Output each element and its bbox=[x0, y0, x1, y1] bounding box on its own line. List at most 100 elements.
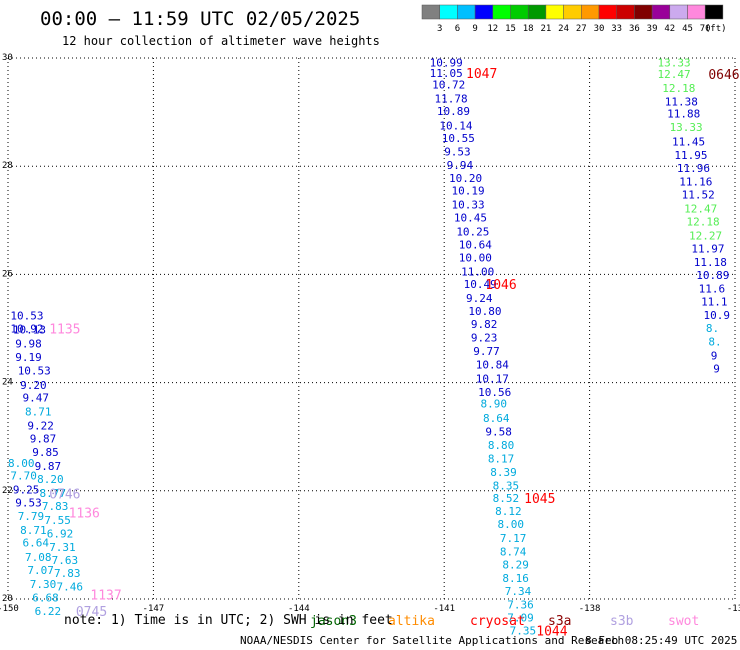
colorbar-level: 3 bbox=[437, 24, 442, 34]
wave-height-value: 9.58 bbox=[485, 425, 512, 438]
wave-height-value: 10.17 bbox=[476, 372, 509, 385]
y-tick-label: 24 bbox=[2, 378, 13, 388]
colorbar-level: 24 bbox=[558, 24, 569, 34]
footer-note: note: 1) Time is in UTC; 2) SWH is in fe… bbox=[64, 613, 393, 628]
colorbar-swatch bbox=[687, 4, 706, 20]
wave-height-value: 8.71 bbox=[25, 405, 52, 418]
footer-credit: NOAA/NESDIS Center for Satellite Applica… bbox=[240, 634, 625, 647]
colorbar-level: 45 bbox=[682, 24, 693, 34]
time-label: 1045 bbox=[524, 492, 555, 507]
wave-height-value: 12.18 bbox=[687, 215, 720, 228]
wave-height-value: 10.55 bbox=[442, 132, 475, 145]
time-label: 1047 bbox=[466, 67, 497, 82]
colorbar-level: 30 bbox=[594, 24, 605, 34]
chart-grid bbox=[7, 57, 736, 600]
colorbar-level: 9 bbox=[472, 24, 477, 34]
x-tick-label: -150 bbox=[0, 604, 19, 614]
satellite-legend-altika: altika bbox=[388, 614, 435, 629]
wave-height-value: 7.35 bbox=[510, 624, 537, 637]
wave-height-value: 11.45 bbox=[672, 135, 705, 148]
time-labels: 1047 1046 1045 1044 0646 1135 1136 1137 0746 0745 bbox=[49, 67, 739, 639]
wave-height-value: 13.33 bbox=[657, 56, 690, 69]
wave-height-value: 11.6 bbox=[699, 282, 726, 295]
time-label: 0646 bbox=[708, 68, 739, 83]
wave-height-value: 10.25 bbox=[456, 226, 489, 239]
wave-height-value: 8.71 bbox=[20, 524, 47, 537]
colorbar: 3 6 9 12 15 18 21 24 27 30 33 36 39 42 45 70(ft) bbox=[421, 4, 727, 34]
wave-height-value: 11.05 bbox=[430, 67, 463, 80]
wave-height-value: 10.89 bbox=[696, 269, 729, 282]
colorbar-swatch bbox=[563, 4, 582, 20]
colorbar-level: 18 bbox=[523, 24, 534, 34]
wave-height-value: 7.30 bbox=[30, 578, 56, 591]
wave-height-value: 6.64 bbox=[23, 537, 50, 550]
colorbar-swatch bbox=[421, 4, 440, 20]
wave-height-value: 10.00 bbox=[459, 252, 492, 265]
wave-height-value: 8.77 bbox=[40, 487, 67, 500]
y-tick-label: 26 bbox=[2, 269, 13, 279]
colorbar-swatch bbox=[581, 4, 600, 20]
y-tick-label: 22 bbox=[2, 486, 13, 496]
wave-height-value: 8. bbox=[706, 322, 719, 335]
time-label: 1137 bbox=[90, 589, 121, 604]
wave-height-value: 8.80 bbox=[488, 439, 515, 452]
x-tick-label: -144 bbox=[288, 604, 310, 614]
wave-height-value: 10.72 bbox=[432, 79, 465, 92]
wave-height-value: 7.31 bbox=[49, 541, 76, 554]
wave-height-value: 11.88 bbox=[667, 108, 700, 121]
wave-height-value: 11.1 bbox=[701, 295, 728, 308]
wave-height-value: 7.34 bbox=[505, 585, 532, 598]
colorbar-swatch bbox=[510, 4, 529, 20]
chart-axes: -150 -147 -144 -141 -138 -13 20 22 24 26 28 30 bbox=[0, 53, 740, 614]
time-label: 1135 bbox=[49, 323, 80, 338]
wave-height-value: 11.38 bbox=[665, 95, 698, 108]
colorbar-swatch bbox=[474, 4, 494, 20]
wave-height-value: 7.83 bbox=[42, 500, 69, 513]
wave-height-value: 9 bbox=[711, 350, 718, 363]
wave-height-value: 10.14 bbox=[439, 120, 472, 133]
wave-height-value: 12.18 bbox=[662, 82, 695, 95]
wave-height-value: 13.33 bbox=[670, 121, 703, 134]
time-label: 1046 bbox=[485, 278, 516, 293]
wave-height-value: 10.49 bbox=[464, 278, 497, 291]
wave-height-value: 9.87 bbox=[35, 460, 62, 473]
wave-height-value: 11.00 bbox=[461, 266, 494, 279]
wave-height-value: 8.17 bbox=[488, 452, 515, 465]
wave-height-value: 10.20 bbox=[449, 172, 482, 185]
wave-height-value: 8.29 bbox=[502, 558, 529, 571]
colorbar-unit: (ft) bbox=[705, 24, 727, 34]
wave-height-value: 11.52 bbox=[682, 188, 715, 201]
wave-height-value: 10.53 bbox=[10, 310, 43, 323]
wave-height-value: 10.9 bbox=[703, 309, 730, 322]
wave-height-value: 7.07 bbox=[27, 564, 53, 577]
wave-height-value: 9.87 bbox=[30, 432, 56, 445]
colorbar-level: 39 bbox=[647, 24, 658, 34]
colorbar-level: 6 bbox=[455, 24, 460, 34]
colorbar-level: 27 bbox=[576, 24, 587, 34]
wave-height-value: 9.98 bbox=[15, 338, 42, 351]
wave-height-value: 6.22 bbox=[35, 605, 62, 618]
wave-height-value: 10.33 bbox=[451, 199, 484, 212]
wave-height-value: 7.09 bbox=[507, 611, 534, 624]
wave-height-value: 10.99 bbox=[430, 56, 463, 69]
colorbar-swatch bbox=[545, 4, 564, 20]
wave-height-value: 11.96 bbox=[677, 162, 710, 175]
colorbar-level: 12 bbox=[487, 24, 498, 34]
wave-height-value: 11.95 bbox=[674, 149, 707, 162]
wave-height-value: 7.70 bbox=[10, 470, 37, 483]
wave-height-value: 12.27 bbox=[689, 229, 722, 242]
wave-height-value: 9.53 bbox=[444, 146, 471, 159]
wave-height-value: 9.24 bbox=[466, 292, 493, 305]
wave-height-value: 7.36 bbox=[507, 598, 534, 611]
wave-height-value: 8.35 bbox=[493, 479, 519, 492]
satellite-legend-s3b: s3b bbox=[610, 614, 634, 629]
time-label: 1044 bbox=[536, 624, 567, 639]
data-points: 10.9911.0510.7211.7810.8910.1410.559.539… bbox=[8, 56, 730, 637]
wave-height-value: 10.64 bbox=[459, 239, 492, 252]
wave-height-value: 9.82 bbox=[471, 318, 498, 331]
x-tick-label: -138 bbox=[579, 604, 601, 614]
colorbar-level: 15 bbox=[505, 24, 516, 34]
chart-subtitle: 12 hour collection of altimeter wave hei… bbox=[62, 34, 380, 48]
wave-height-value: 9.47 bbox=[23, 392, 50, 405]
wave-height-value: 11.18 bbox=[694, 256, 727, 269]
